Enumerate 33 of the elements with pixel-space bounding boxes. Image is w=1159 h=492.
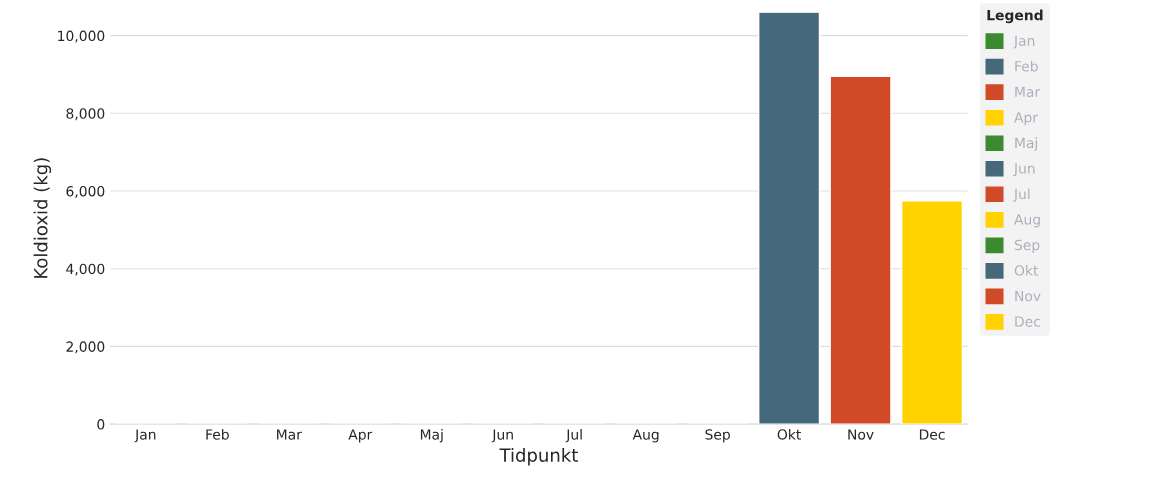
x-tick-label: Apr — [348, 429, 373, 443]
legend-label: Jul — [1013, 188, 1030, 202]
legend-label: Jun — [1013, 163, 1035, 177]
legend-label: Dec — [1015, 316, 1040, 327]
y-tick-label: 4,000 — [66, 263, 105, 276]
x-tick-label: Mar — [277, 429, 302, 440]
x-axis-title: Tidpunkt — [499, 447, 578, 466]
legend-label: Apr — [1014, 112, 1038, 126]
legend-label: Feb — [1015, 60, 1038, 72]
y-axis-title: Koldioxid (kg) — [33, 158, 52, 278]
legend-label: Sep — [1014, 239, 1040, 253]
x-tick-label: Aug — [632, 429, 659, 443]
legend-label: Jan — [1013, 35, 1035, 49]
x-tick-label: Jun — [491, 429, 513, 443]
legend-label: Nov — [1015, 290, 1041, 302]
x-tick-label: Jan — [134, 429, 156, 443]
legend-label: Mar — [1015, 86, 1041, 98]
x-tick-label: Okt — [777, 428, 801, 440]
y-tick-label: 2,000 — [66, 341, 105, 354]
x-tick-label: Maj — [420, 428, 443, 443]
legend-label: Maj — [1015, 137, 1038, 151]
y-tick-label: 10,000 — [58, 30, 105, 43]
legend-label: Okt — [1014, 265, 1039, 276]
x-tick-label: Dec — [919, 429, 945, 440]
x-tick-label: Jul — [565, 428, 582, 443]
legend-label: Aug — [1014, 214, 1040, 228]
x-tick-label: Sep — [705, 429, 730, 443]
legend-title: Legend — [987, 9, 1043, 24]
y-tick-label: 6,000 — [66, 185, 105, 198]
y-tick-label: 0 — [97, 419, 105, 430]
y-tick-label: 8,000 — [66, 108, 105, 121]
x-tick-label: Feb — [206, 428, 229, 440]
x-tick-label: Nov — [848, 429, 874, 440]
